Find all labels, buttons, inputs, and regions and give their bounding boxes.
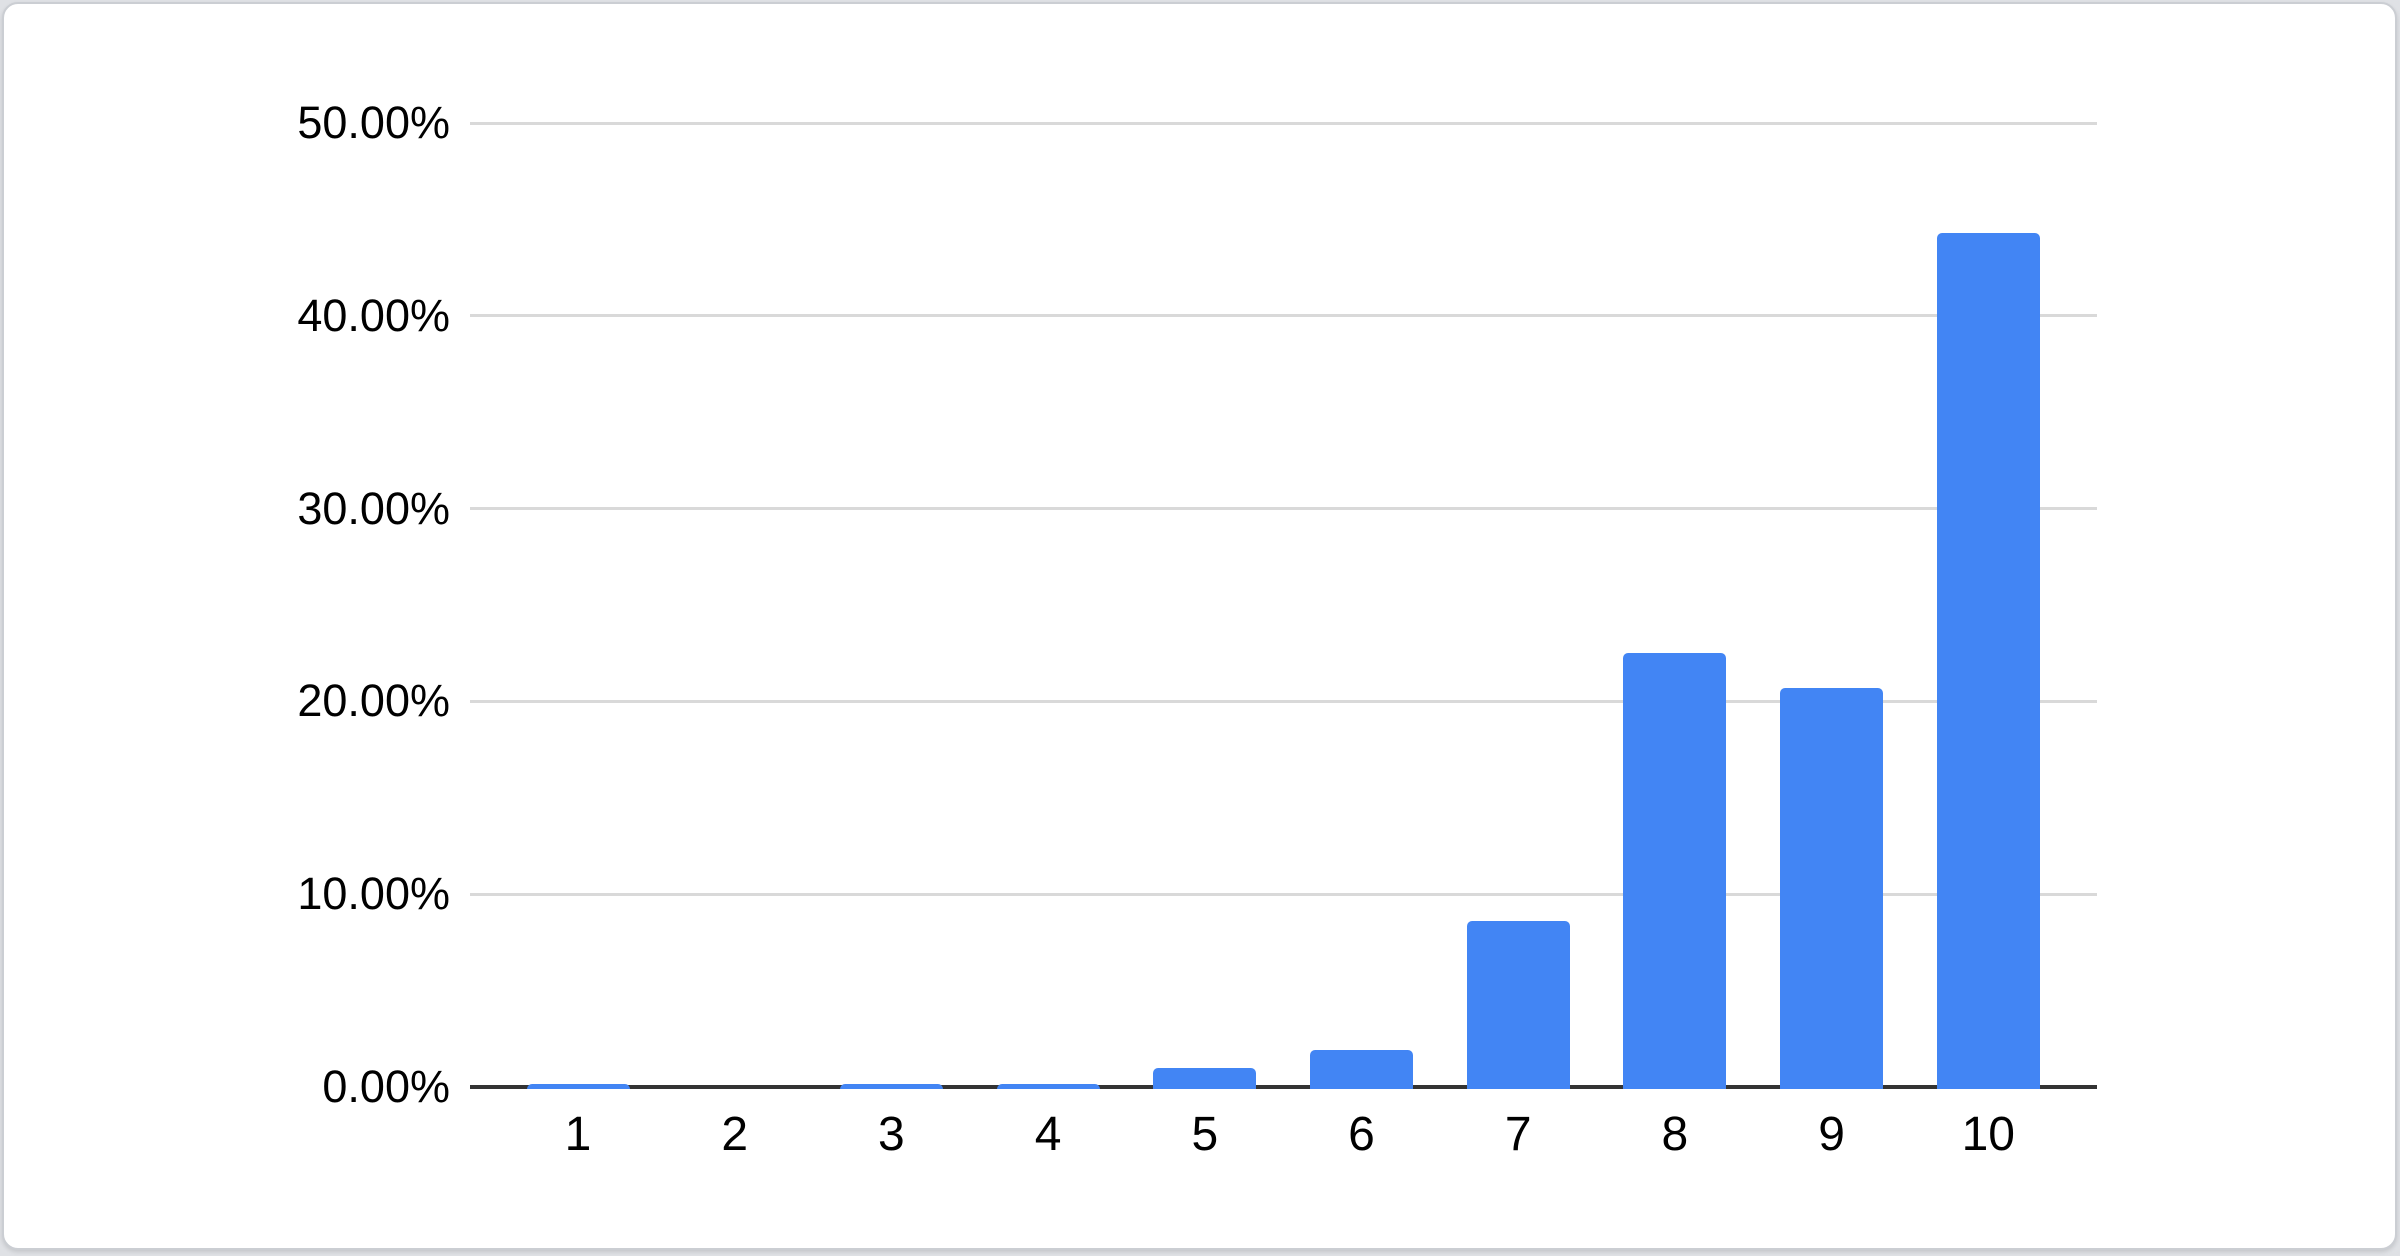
bar-9 (1780, 687, 1884, 1089)
bar-7 (1466, 921, 1570, 1089)
x-axis-baseline (470, 1085, 2097, 1089)
bar-10 (1936, 232, 2040, 1089)
bar-6 (1310, 1050, 1413, 1089)
y-axis-label-20.00%: 20.00% (297, 675, 450, 727)
x-axis-label-8: 8 (1661, 1108, 1689, 1161)
bar-3 (839, 1084, 943, 1089)
bar-1 (526, 1084, 630, 1089)
gridline-10.00% (470, 892, 2097, 896)
y-axis-label-0.00%: 0.00% (322, 1061, 450, 1112)
gridline-20.00% (470, 699, 2097, 703)
x-axis-label-7: 7 (1504, 1108, 1532, 1161)
x-axis-label-6: 6 (1348, 1108, 1375, 1161)
y-axis-label-50.00%: 50.00% (297, 97, 450, 148)
y-axis-label-30.00%: 30.00% (297, 482, 450, 534)
bar-8 (1623, 653, 1727, 1089)
y-axis-label-40.00%: 40.00% (297, 289, 450, 341)
bar-5 (1153, 1067, 1257, 1089)
x-axis-label-5: 5 (1191, 1108, 1219, 1161)
bar-4 (996, 1084, 1100, 1089)
x-axis-label-2: 2 (721, 1108, 749, 1161)
y-axis-label-10.00%: 10.00% (297, 868, 450, 920)
gridline-50.00% (470, 121, 2097, 125)
gridline-40.00% (470, 314, 2097, 318)
x-axis-label-4: 4 (1034, 1108, 1062, 1161)
x-axis-label-9: 9 (1818, 1108, 1845, 1161)
x-axis-label-1: 1 (564, 1108, 592, 1161)
gridline-30.00% (470, 507, 2097, 511)
x-axis-label-10: 10 (1961, 1108, 2015, 1161)
x-axis-label-3: 3 (878, 1108, 905, 1161)
